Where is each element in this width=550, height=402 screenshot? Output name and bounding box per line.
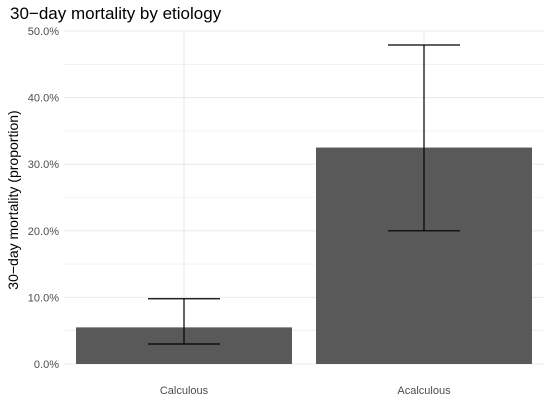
y-tick-label: 0.0% (34, 359, 59, 371)
y-tick-label: 40.0% (28, 93, 59, 105)
error-bar-layer (148, 44, 460, 345)
chart-title: 30−day mortality by etiology (10, 4, 222, 23)
y-axis-title: 30−day mortality (proportion) (5, 110, 21, 289)
y-tick-labels: 0.0% 10.0% 20.0% 30.0% 40.0% 50.0% (28, 26, 59, 371)
y-tick-label: 10.0% (28, 292, 59, 304)
x-tick-label: Acalculous (397, 385, 451, 397)
y-tick-label: 20.0% (28, 226, 59, 238)
y-tick-label: 30.0% (28, 159, 59, 171)
bar-layer (76, 147, 532, 364)
x-tick-labels: Calculous Acalculous (160, 385, 451, 397)
y-tick-label: 50.0% (28, 26, 59, 38)
x-tick-label: Calculous (160, 385, 209, 397)
